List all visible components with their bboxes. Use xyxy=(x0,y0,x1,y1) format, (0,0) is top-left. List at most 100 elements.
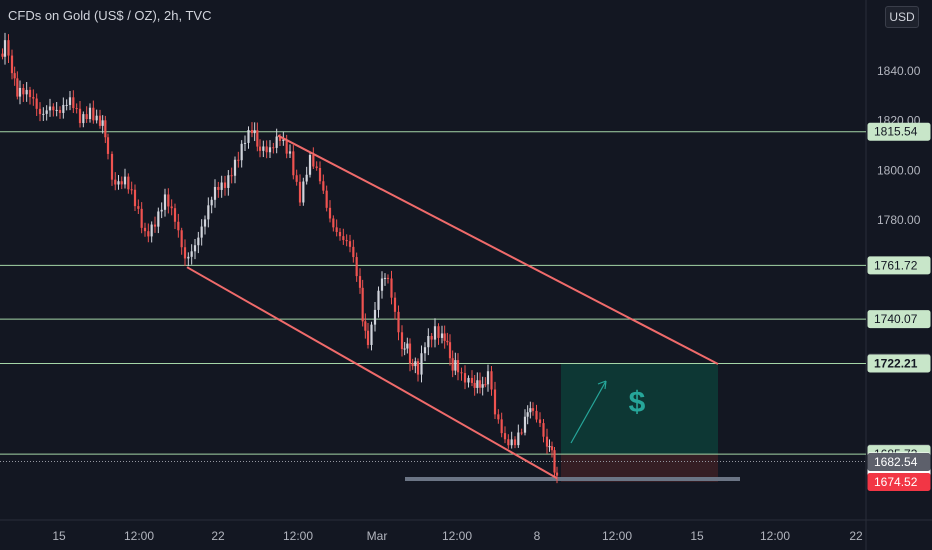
candle-body xyxy=(315,166,318,168)
axis-price-label: 1674.52 xyxy=(874,475,918,489)
currency-button[interactable]: USD xyxy=(885,6,919,28)
candle-body xyxy=(345,240,348,242)
candle-body xyxy=(163,194,167,210)
time-tick-label: 22 xyxy=(849,529,863,543)
candle-body xyxy=(258,146,262,151)
candle-body xyxy=(42,113,45,115)
candle-body xyxy=(414,361,417,367)
candle-body xyxy=(507,439,510,446)
candle-body xyxy=(170,206,173,209)
candle-body xyxy=(403,348,406,350)
candle-body xyxy=(443,333,446,341)
candle-body xyxy=(1,53,4,57)
candle-body xyxy=(305,174,308,182)
candle-body xyxy=(456,360,460,373)
candle-body xyxy=(262,146,265,151)
candle-body xyxy=(513,439,517,446)
candle-body xyxy=(253,130,256,134)
candle-body xyxy=(538,419,542,424)
level-price-label: 1761.72 xyxy=(874,258,918,272)
candle-body xyxy=(437,326,440,338)
candle-body xyxy=(123,176,127,185)
candle-body xyxy=(217,186,220,190)
candle-body xyxy=(497,414,500,420)
candle-body xyxy=(440,333,444,338)
candle-body xyxy=(230,175,233,177)
candle-body xyxy=(240,143,243,161)
candle-body xyxy=(275,136,278,148)
candle-body xyxy=(386,277,390,279)
candle-body xyxy=(473,382,476,388)
candle-body xyxy=(476,380,479,388)
candle-body xyxy=(555,472,559,476)
candle-body xyxy=(493,389,497,415)
candle-body xyxy=(68,97,72,105)
candle-body xyxy=(38,108,42,115)
candle-body xyxy=(308,154,312,175)
candle-body xyxy=(167,194,170,207)
candle-body xyxy=(523,416,527,433)
time-tick-label: 12:00 xyxy=(124,529,154,543)
candle-body xyxy=(117,181,120,185)
candle-body xyxy=(140,208,143,228)
candle-body xyxy=(470,377,474,383)
candle-body xyxy=(45,110,48,114)
candle-body xyxy=(318,167,322,182)
candle-body xyxy=(223,182,227,188)
chart-title: CFDs on Gold (US$ / OZ), 2h, TVC xyxy=(8,8,212,23)
candle-body xyxy=(490,371,493,390)
candle-body xyxy=(348,241,352,247)
time-tick-label: 12:00 xyxy=(760,529,790,543)
candle-body xyxy=(520,432,523,434)
candle-body xyxy=(18,87,22,97)
candle-body xyxy=(190,251,193,257)
candle-body xyxy=(312,154,315,167)
candle-body xyxy=(531,408,535,411)
candle-body xyxy=(177,221,180,231)
time-tick-label: 15 xyxy=(52,529,66,543)
candle-body xyxy=(338,232,342,237)
price-tick-label: 1840.00 xyxy=(877,64,921,78)
candle-body xyxy=(52,106,55,111)
candle-body xyxy=(268,147,272,153)
candle-body xyxy=(120,181,123,185)
candle-body xyxy=(302,181,305,203)
candle-body xyxy=(393,297,397,312)
candle-body xyxy=(352,246,355,258)
candle-body xyxy=(548,446,551,448)
candle-body xyxy=(7,40,10,56)
bottom-marker-bar xyxy=(405,477,740,481)
candle-body xyxy=(481,384,484,388)
time-tick-label: 15 xyxy=(690,529,704,543)
candle-body xyxy=(157,211,160,227)
candle-body xyxy=(460,372,463,374)
target-arrow-head xyxy=(597,380,607,390)
level-price-label-bg xyxy=(867,310,931,329)
candle-body xyxy=(298,181,302,203)
candle-body xyxy=(448,342,452,359)
candle-body xyxy=(104,120,107,138)
candle-body xyxy=(16,78,19,97)
candle-body xyxy=(397,311,400,333)
candle-body xyxy=(433,326,437,340)
candle-body xyxy=(133,189,137,207)
target-arrow-line xyxy=(570,380,607,444)
candle-body xyxy=(478,380,482,388)
candle-body xyxy=(400,332,404,349)
candle-body xyxy=(127,176,130,190)
candle-body xyxy=(193,245,197,252)
candle-body xyxy=(65,104,68,106)
candle-body xyxy=(75,108,78,110)
candle-body xyxy=(545,436,549,447)
candle-body xyxy=(72,97,75,109)
candle-body xyxy=(377,290,380,310)
candle-body xyxy=(467,377,470,383)
candle-body xyxy=(203,219,207,227)
candle-body xyxy=(430,335,433,340)
candle-body xyxy=(529,408,532,413)
price-tick-label: 1800.00 xyxy=(877,163,921,177)
candle-body xyxy=(250,130,254,134)
candle-body xyxy=(380,278,384,291)
axis-price-label-bg xyxy=(867,472,931,491)
